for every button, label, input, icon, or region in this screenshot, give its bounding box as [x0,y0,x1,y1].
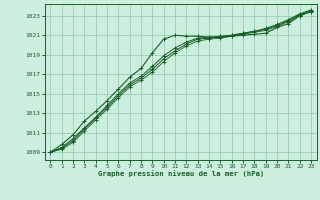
X-axis label: Graphe pression niveau de la mer (hPa): Graphe pression niveau de la mer (hPa) [98,171,264,177]
